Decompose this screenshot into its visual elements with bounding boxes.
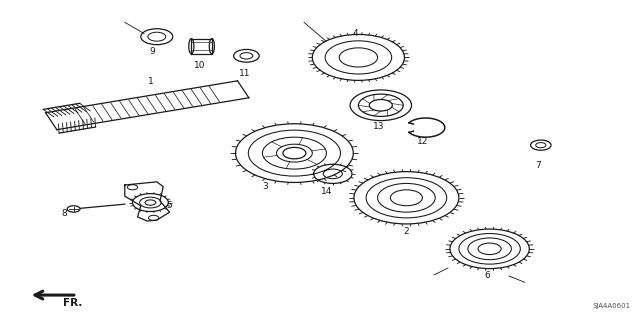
Text: 14: 14 [321,187,332,196]
Circle shape [67,206,80,212]
Text: 8: 8 [61,209,67,218]
Text: 13: 13 [373,122,385,130]
Text: 7: 7 [535,161,540,170]
Text: 11: 11 [239,69,250,78]
Text: FR.: FR. [63,298,82,308]
Text: 10: 10 [194,61,205,70]
Text: 1: 1 [148,77,153,86]
Text: 9: 9 [150,47,155,56]
Text: 2: 2 [404,227,409,236]
Text: 12: 12 [417,137,428,146]
Text: 4: 4 [353,29,358,38]
Text: 5: 5 [167,201,172,210]
Text: SJA4A0601: SJA4A0601 [592,303,630,309]
Text: 6: 6 [485,271,490,280]
Text: 3: 3 [263,182,268,191]
